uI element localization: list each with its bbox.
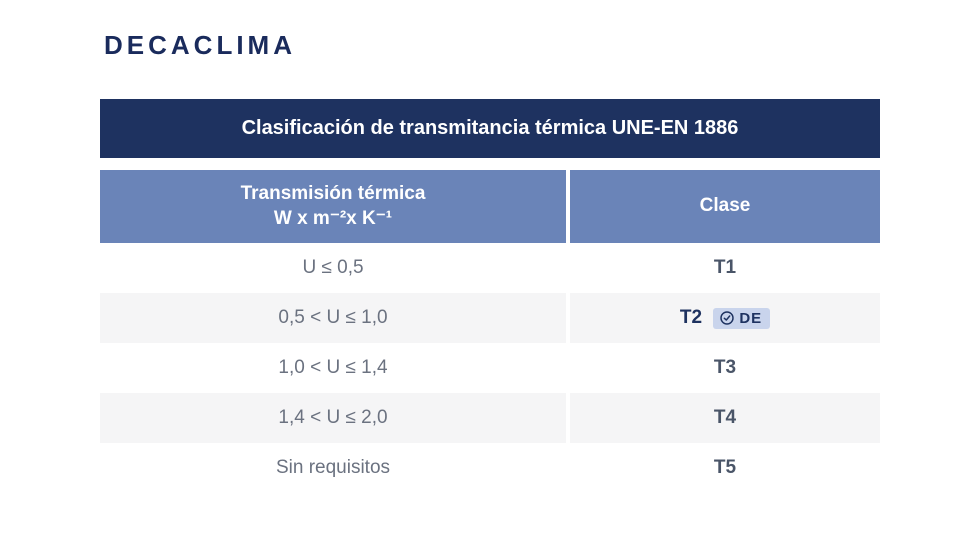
column-header-line1: Transmisión térmica bbox=[241, 183, 426, 204]
column-header-transmission: Transmisión térmica W x m⁻²x K⁻¹ bbox=[100, 170, 568, 243]
range-cell: 1,4 < U ≤ 2,0 bbox=[100, 393, 568, 443]
table-row: 1,4 < U ≤ 2,0 T4 bbox=[100, 393, 880, 443]
class-value: T1 bbox=[714, 257, 736, 278]
class-cell: T3 bbox=[568, 343, 880, 393]
table-title: Clasificación de transmitancia térmica U… bbox=[100, 99, 880, 158]
class-value: T3 bbox=[714, 357, 736, 378]
class-cell: T4 bbox=[568, 393, 880, 443]
class-value: T2 bbox=[680, 307, 702, 328]
table-row: 0,5 < U ≤ 1,0 T2 DE bbox=[100, 293, 880, 343]
table-row: U ≤ 0,5 T1 bbox=[100, 243, 880, 293]
table-row: 1,0 < U ≤ 1,4 T3 bbox=[100, 343, 880, 393]
badge-text: DE bbox=[739, 310, 762, 327]
table-row: Sin requisitos T5 bbox=[100, 443, 880, 493]
brand-name: DECACLIMA bbox=[104, 30, 296, 60]
class-value: T5 bbox=[714, 457, 736, 478]
column-header-class: Clase bbox=[568, 170, 880, 243]
classification-table: Clasificación de transmitancia térmica U… bbox=[100, 99, 880, 493]
table-title-row: Clasificación de transmitancia térmica U… bbox=[100, 99, 880, 158]
class-cell: T5 bbox=[568, 443, 880, 493]
range-cell: U ≤ 0,5 bbox=[100, 243, 568, 293]
brand-logo: DECACLIMA bbox=[104, 30, 880, 61]
table-header-row: Transmisión térmica W x m⁻²x K⁻¹ Clase bbox=[100, 170, 880, 243]
highlight-badge: DE bbox=[713, 308, 770, 329]
checkmark-circle-icon bbox=[719, 310, 735, 326]
class-cell: T2 DE bbox=[568, 293, 880, 343]
class-value: T4 bbox=[714, 407, 736, 428]
range-cell: 0,5 < U ≤ 1,0 bbox=[100, 293, 568, 343]
class-cell: T1 bbox=[568, 243, 880, 293]
column-header-line2: W x m⁻²x K⁻¹ bbox=[274, 208, 392, 229]
range-cell: 1,0 < U ≤ 1,4 bbox=[100, 343, 568, 393]
range-cell: Sin requisitos bbox=[100, 443, 568, 493]
